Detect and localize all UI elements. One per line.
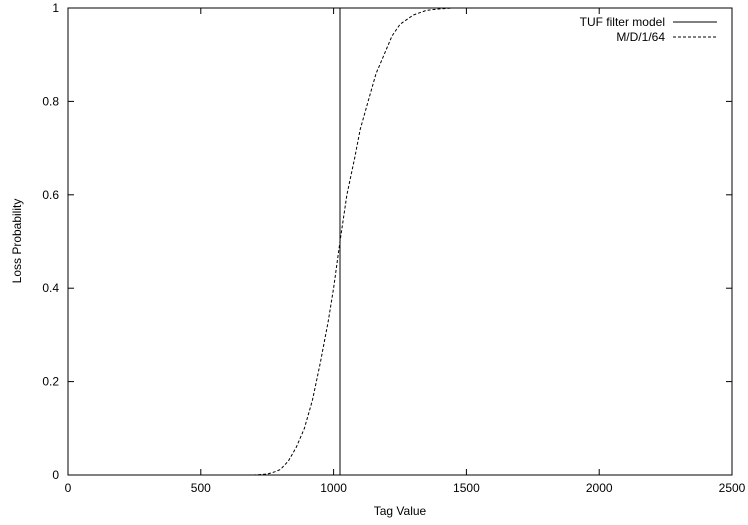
y-tick-label: 0.2: [42, 375, 59, 389]
series-line-2: [68, 7, 732, 476]
x-tick-label: 500: [191, 481, 211, 495]
x-tick-label: 1500: [453, 481, 480, 495]
legend-label-2: M/D/1/64: [616, 30, 665, 44]
y-axis-label: Loss Probability: [10, 199, 24, 284]
y-tick-label: 1: [52, 1, 59, 15]
y-tick-label: 0: [52, 468, 59, 482]
x-tick-label: 2500: [719, 481, 746, 495]
legend-label-1: TUF filter model: [580, 15, 665, 29]
x-axis-label: Tag Value: [374, 504, 427, 518]
series-layer: [68, 7, 732, 476]
x-tick-label: 0: [65, 481, 72, 495]
plot-frame: [67, 7, 733, 476]
y-tick-label: 0.8: [42, 94, 59, 108]
y-tick-label: 0.4: [42, 281, 59, 295]
x-tick-label: 1000: [320, 481, 347, 495]
axis-ticks: 0 500 1000 1500 2000 2500 0 0.2 0.4 0.6 0.8 1: [42, 1, 745, 495]
y-tick-label: 0.6: [42, 188, 59, 202]
x-tick-label: 2000: [586, 481, 613, 495]
